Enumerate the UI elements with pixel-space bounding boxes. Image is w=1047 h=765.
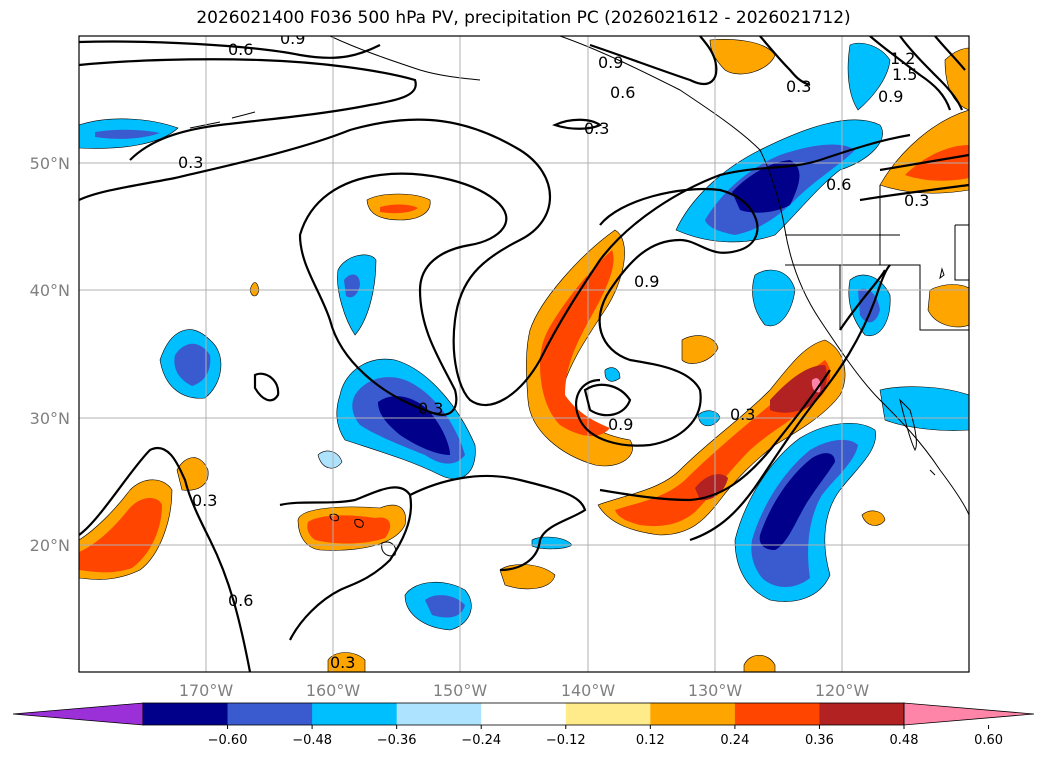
map-title: 2026021400 F036 500 hPa PV, precipitatio… [196,8,851,28]
colorbar: −0.60 −0.48 −0.36 −0.24 −0.12 0.12 0.24 0.36 0.4… [12,702,1035,748]
lon-label-170w: 170°W [179,681,234,700]
colorbar-swatch [312,703,398,725]
lon-label-120w: 120°W [815,681,870,700]
pv-label-03-g: 0.3 [330,653,355,672]
lon-label-150w: 150°W [433,681,488,700]
pv-label-03-e: 0.3 [730,405,755,424]
neg-blob-160w [337,254,377,336]
colorbar-tick-label: −0.24 [461,733,501,748]
pos-blob-small1 [681,335,719,364]
colorbar-swatch [650,703,736,725]
pv-label-12: 1.2 [890,49,915,68]
pv-label-06-b: 0.6 [610,83,635,102]
lon-label-130w: 130°W [688,681,743,700]
colorbar-extend-high [903,702,1035,726]
pv-label-03-h: 0.3 [904,191,929,210]
pv-label-03-f: 0.3 [192,491,217,510]
pv-label-03-a: 0.3 [178,153,203,172]
neg-blob-small1 [604,367,621,382]
colorbar-tick-label: 0.24 [720,733,749,748]
pv-contour-03-lower [79,446,252,672]
colorbar-tick-label: 0.48 [890,733,919,748]
lat-labels: 50°N 40°N 30°N 20°N [30,154,70,555]
lon-label-160w: 160°W [306,681,361,700]
pv-label-06-a: 0.6 [228,40,253,59]
pv-label-09-c: 0.9 [878,87,903,106]
pv-label-03-b: 0.3 [584,119,609,138]
coastlines [189,36,969,557]
lat-label-30n: 30°N [30,409,70,428]
gridlines [79,36,969,672]
contour-labels: 0.6 0.9 0.3 0.9 0.6 0.3 0.3 0.9 1.5 1.2 … [178,29,929,672]
map-content: 0.6 0.9 0.3 0.9 0.6 0.3 0.3 0.9 1.5 1.2 … [79,29,969,672]
colorbar-tick-label: −0.12 [546,733,586,748]
pv-label-06-c: 0.6 [826,175,851,194]
lon-label-140w: 140°W [561,681,616,700]
colorbar-swatch [734,703,820,725]
pv-label-09-e: 0.9 [608,415,633,434]
pv-contour-09-mid [575,188,759,447]
map-frame [78,35,970,673]
colorbar-swatch [565,703,651,725]
colorbar-swatch [481,703,567,725]
colorbar-tick-label: 0.36 [805,733,834,748]
pv-label-03-c: 0.3 [786,77,811,96]
colorbar-tick-label: −0.48 [292,733,332,748]
colorbar-tick-label: 0.60 [974,733,1003,748]
colorbar-swatch [143,703,229,725]
pv-label-09-a: 0.9 [280,29,305,48]
pv-label-06-d: 0.6 [228,591,253,610]
na-coastline [559,36,969,516]
pv-contour-06-nw [79,58,417,161]
lat-label-20n: 20°N [30,536,70,555]
pv-contour-03-loop [79,118,911,406]
pv-label-15: 1.5 [892,65,917,84]
pv-label-09-d: 0.9 [634,272,659,291]
colorbar-extend-low [12,702,144,726]
colorbar-swatch [227,703,313,725]
colorbar-frame [142,702,905,726]
colorbar-tick-label: −0.60 [208,733,248,748]
pv-contours [79,36,969,672]
lon-labels: 170°W 160°W 150°W 140°W 130°W 120°W [179,681,870,700]
lat-label-50n: 50°N [30,154,70,173]
pv-label-09-b: 0.9 [598,53,623,72]
pv-label-03-d: 0.3 [418,399,443,418]
lat-label-40n: 40°N [30,281,70,300]
colorbar-swatch [819,703,905,725]
colorbar-swatch [396,703,482,725]
colorbar-tick-label: 0.12 [636,733,665,748]
neg-blob-coast [879,386,969,431]
colorbar-tick-label: −0.36 [377,733,417,748]
precip-shading [79,39,969,672]
